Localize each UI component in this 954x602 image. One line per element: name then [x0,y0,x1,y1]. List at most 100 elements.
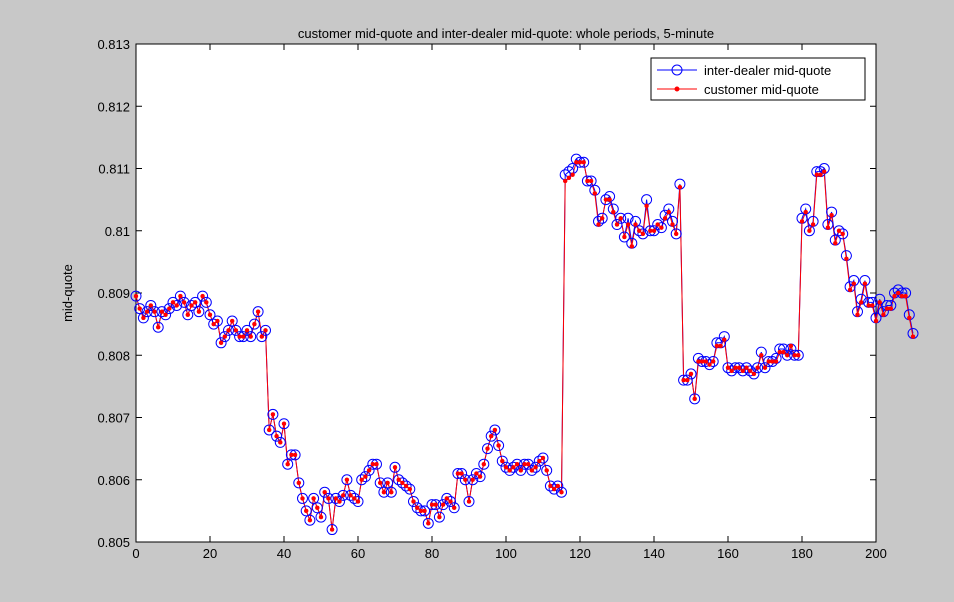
data-point-inter-dealer-mid-quote [160,309,172,321]
data-point-inter-dealer-mid-quote [393,474,405,486]
data-point-customer-mid-quote [673,231,679,237]
plot-area [135,43,877,543]
data-point-customer-mid-quote [211,321,216,327]
data-point-customer-mid-quote [488,433,494,439]
data-point-customer-mid-quote [747,368,753,374]
data-point-customer-mid-quote [270,412,276,417]
data-point-customer-mid-quote [485,446,490,451]
data-point-customer-mid-quote [355,499,361,504]
data-point-customer-mid-quote [603,197,609,202]
data-point-customer-mid-quote [292,452,298,458]
data-point-inter-dealer-mid-quote [326,524,338,536]
data-point-customer-mid-quote [300,496,305,501]
data-point-customer-mid-quote [492,427,498,433]
data-point-inter-dealer-mid-quote [337,489,349,501]
y-axis-label: mid-quote [60,264,75,322]
data-point-customer-mid-quote [777,349,783,355]
data-point-customer-mid-quote [348,493,353,498]
data-point-inter-dealer-mid-quote [182,309,194,321]
data-point-customer-mid-quote [318,514,324,520]
data-point-customer-mid-quote [892,293,897,299]
data-point-customer-mid-quote [229,318,235,324]
data-point-customer-mid-quote [333,496,339,501]
data-point-inter-dealer-mid-quote [478,458,490,470]
data-point-customer-mid-quote [148,303,154,308]
data-point-customer-mid-quote [818,172,823,177]
data-point-customer-mid-quote [847,287,853,293]
data-point-inter-dealer-mid-quote [382,477,394,489]
data-point-customer-mid-quote [337,499,342,504]
data-point-customer-mid-quote [840,231,845,237]
data-point-inter-dealer-mid-quote [722,362,734,374]
data-point-customer-mid-quote [807,228,812,233]
data-point-customer-mid-quote [400,480,405,486]
data-point-inter-dealer-mid-quote [404,483,416,495]
data-point-inter-dealer-mid-quote [611,219,623,231]
data-point-customer-mid-quote [788,343,794,349]
data-point-customer-mid-quote [344,477,350,482]
data-point-inter-dealer-mid-quote [459,474,471,486]
y-tick-label: 0.807 [97,411,130,426]
data-point-customer-mid-quote [844,256,849,262]
x-tick-label: 20 [203,546,217,561]
data-point-inter-dealer-mid-quote [334,496,345,508]
data-point-customer-mid-quote [363,474,368,479]
data-point-customer-mid-quote [289,452,294,458]
legend-box [650,57,866,101]
data-point-inter-dealer-mid-quote [515,464,527,476]
data-point-customer-mid-quote [644,203,649,209]
data-point-inter-dealer-mid-quote [752,362,764,374]
data-point-customer-mid-quote [781,349,786,355]
data-point-customer-mid-quote [651,228,657,233]
data-point-inter-dealer-mid-quote [504,464,516,476]
data-point-customer-mid-quote [192,300,198,305]
data-point-customer-mid-quote [511,465,516,470]
data-point-inter-dealer-mid-quote [400,480,412,492]
data-point-inter-dealer-mid-quote [803,225,815,237]
data-point-customer-mid-quote [144,309,150,314]
data-point-customer-mid-quote [592,191,598,196]
data-point-inter-dealer-mid-quote [282,458,294,470]
data-point-customer-mid-quote [792,353,797,358]
data-point-inter-dealer-mid-quote [737,365,749,377]
data-point-inter-dealer-mid-quote [556,486,567,498]
data-point-inter-dealer-mid-quote [541,464,553,476]
data-point-customer-mid-quote [500,458,505,464]
y-tick-label: 0.81 [105,224,130,239]
x-tick-label: 100 [495,546,517,561]
data-point-inter-dealer-mid-quote [363,464,375,476]
data-point-customer-mid-quote [821,169,827,174]
data-point-customer-mid-quote [562,178,568,184]
data-point-inter-dealer-mid-quote [315,511,327,523]
data-point-customer-mid-quote [429,502,435,507]
data-point-customer-mid-quote [803,209,808,215]
data-point-customer-mid-quote [729,368,734,374]
data-point-customer-mid-quote [581,160,586,165]
data-point-customer-mid-quote [718,343,723,349]
data-point-customer-mid-quote [910,334,916,339]
data-point-inter-dealer-mid-quote [467,474,479,486]
data-point-customer-mid-quote [537,458,542,464]
data-point-customer-mid-quote [200,293,205,299]
data-point-inter-dealer-mid-quote [322,492,334,504]
data-point-customer-mid-quote [303,508,309,514]
data-point-customer-mid-quote [648,228,653,233]
data-point-customer-mid-quote [588,178,594,184]
data-point-inter-dealer-mid-quote [193,306,205,318]
data-point-inter-dealer-mid-quote [352,496,364,508]
data-point-inter-dealer-mid-quote [260,324,271,336]
data-point-customer-mid-quote [655,222,660,227]
x-tick-label: 160 [717,546,739,561]
data-point-customer-mid-quote [796,353,801,358]
data-point-customer-mid-quote [204,300,209,305]
data-point-inter-dealer-mid-quote [759,362,771,374]
data-point-customer-mid-quote [751,371,757,377]
data-point-customer-mid-quote [466,499,472,504]
data-point-customer-mid-quote [829,212,834,218]
x-tick-label: 80 [425,546,439,561]
data-point-inter-dealer-mid-quote [215,337,227,349]
data-point-inter-dealer-mid-quote [470,468,482,480]
data-point-inter-dealer-mid-quote [304,514,316,526]
data-point-customer-mid-quote [296,480,302,486]
